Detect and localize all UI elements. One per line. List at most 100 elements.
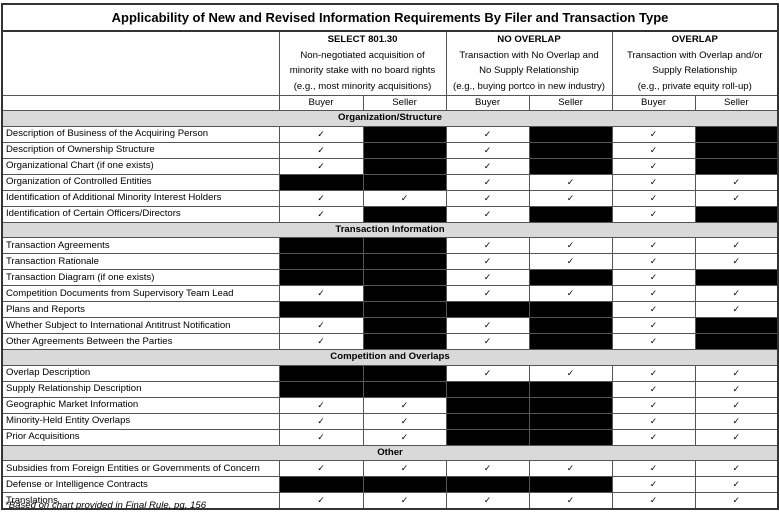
group-heading: NO OVERLAP bbox=[497, 34, 561, 45]
not-applicable-cell bbox=[362, 317, 447, 334]
table-row: Transaction Agreements ✓ ✓ ✓ ✓ bbox=[1, 237, 779, 254]
checkmark-icon: ✓ bbox=[732, 288, 741, 298]
group-desc-line: (e.g., buying portco in new industry) bbox=[453, 80, 605, 92]
not-applicable-cell bbox=[445, 476, 530, 493]
checkmark-icon: ✓ bbox=[317, 495, 325, 505]
table-row: Defense or Intelligence Contracts ✓ ✓ bbox=[1, 476, 779, 493]
requirements-table: Applicability of New and Revised Informa… bbox=[1, 3, 779, 510]
checkmark-icon: ✓ bbox=[317, 463, 325, 473]
checkmark-icon: ✓ bbox=[649, 495, 658, 505]
required-cell: ✓ bbox=[445, 141, 530, 159]
required-cell: ✓ bbox=[445, 285, 530, 302]
checkmark-icon: ✓ bbox=[317, 336, 325, 346]
checkmark-icon: ✓ bbox=[483, 463, 492, 473]
required-cell: ✓ bbox=[611, 476, 696, 493]
not-applicable-cell bbox=[528, 476, 613, 493]
group-desc-line: Non-negotiated acquisition of bbox=[300, 49, 425, 61]
table-row: Description of Business of the Acquiring… bbox=[1, 125, 779, 143]
required-cell: ✓ bbox=[278, 205, 364, 223]
table-row: Minority-Held Entity Overlaps ✓ ✓ ✓ ✓ bbox=[1, 412, 779, 430]
required-cell: ✓ bbox=[528, 492, 613, 510]
not-applicable-cell bbox=[528, 269, 613, 286]
checkmark-icon: ✓ bbox=[649, 431, 658, 442]
subheader-buyer: Buyer bbox=[611, 95, 696, 111]
required-cell: ✓ bbox=[694, 364, 779, 382]
not-applicable-cell bbox=[694, 333, 779, 350]
requirement-label: Subsidies from Foreign Entities or Gover… bbox=[1, 460, 280, 477]
group-desc-line: No Supply Relationship bbox=[479, 65, 579, 76]
required-cell: ✓ bbox=[528, 237, 613, 254]
required-cell: ✓ bbox=[611, 189, 696, 207]
required-cell: ✓ bbox=[611, 333, 696, 350]
required-cell: ✓ bbox=[278, 141, 364, 159]
section-row: Competition and Overlaps bbox=[1, 349, 779, 366]
not-applicable-cell bbox=[278, 237, 364, 254]
section-heading: Organization/Structure bbox=[1, 110, 779, 127]
table-row: Translations ✓ ✓ ✓ ✓ ✓ ✓ bbox=[1, 492, 779, 510]
checkmark-icon: ✓ bbox=[400, 192, 409, 203]
not-applicable-cell bbox=[445, 428, 530, 446]
not-applicable-cell bbox=[362, 269, 447, 286]
required-cell: ✓ bbox=[278, 285, 364, 302]
checkmark-icon: ✓ bbox=[649, 256, 658, 266]
requirement-label: Plans and Reports bbox=[1, 301, 280, 318]
required-cell: ✓ bbox=[694, 173, 779, 191]
not-applicable-cell bbox=[278, 269, 364, 286]
subheader-seller: Seller bbox=[694, 95, 779, 111]
requirement-label: Geographic Market Information bbox=[1, 396, 280, 414]
table-row: Organization of Controlled Entities ✓ ✓ ✓ ✓ bbox=[1, 173, 779, 191]
required-cell: ✓ bbox=[445, 189, 530, 207]
not-applicable-cell bbox=[694, 269, 779, 286]
not-applicable-cell bbox=[278, 476, 364, 493]
required-cell: ✓ bbox=[278, 317, 364, 334]
checkmark-icon: ✓ bbox=[649, 176, 658, 187]
subheader-seller: Seller bbox=[528, 95, 613, 111]
table-row: Subsidies from Foreign Entities or Gover… bbox=[1, 460, 779, 477]
table-row: Prior Acquisitions ✓ ✓ ✓ ✓ bbox=[1, 428, 779, 446]
checkmark-icon: ✓ bbox=[483, 208, 492, 219]
required-cell: ✓ bbox=[278, 460, 364, 477]
checkmark-icon: ✓ bbox=[649, 160, 658, 171]
not-applicable-cell bbox=[694, 125, 779, 143]
group-desc-line: Transaction with No Overlap and bbox=[459, 49, 599, 61]
required-cell: ✓ bbox=[528, 285, 613, 302]
checkmark-icon: ✓ bbox=[649, 192, 658, 203]
required-cell: ✓ bbox=[694, 492, 779, 510]
required-cell: ✓ bbox=[362, 460, 447, 477]
required-cell: ✓ bbox=[445, 253, 530, 270]
corner-cell bbox=[1, 30, 280, 96]
table-row: Transaction Diagram (if one exists) ✓ ✓ bbox=[1, 269, 779, 286]
not-applicable-cell bbox=[278, 301, 364, 318]
required-cell: ✓ bbox=[362, 396, 447, 414]
required-cell: ✓ bbox=[694, 285, 779, 302]
not-applicable-cell bbox=[362, 253, 447, 270]
table-row: Transaction Rationale ✓ ✓ ✓ ✓ bbox=[1, 253, 779, 270]
required-cell: ✓ bbox=[694, 396, 779, 414]
required-cell: ✓ bbox=[611, 428, 696, 446]
required-cell: ✓ bbox=[278, 189, 364, 207]
required-cell: ✓ bbox=[445, 460, 530, 477]
requirement-label: Supply Relationship Description bbox=[1, 380, 280, 398]
checkmark-icon: ✓ bbox=[649, 320, 658, 330]
not-applicable-cell bbox=[362, 301, 447, 318]
requirement-label: Organizational Chart (if one exists) bbox=[1, 157, 280, 175]
checkmark-icon: ✓ bbox=[317, 128, 325, 139]
checkmark-icon: ✓ bbox=[317, 320, 325, 330]
requirement-label: Identification of Additional Minority In… bbox=[1, 189, 280, 207]
not-applicable-cell bbox=[528, 380, 613, 398]
required-cell: ✓ bbox=[362, 412, 447, 430]
required-cell: ✓ bbox=[694, 476, 779, 493]
required-cell: ✓ bbox=[445, 269, 530, 286]
not-applicable-cell bbox=[445, 396, 530, 414]
checkmark-icon: ✓ bbox=[483, 495, 492, 505]
checkmark-icon: ✓ bbox=[732, 240, 741, 250]
not-applicable-cell bbox=[362, 125, 447, 143]
checkmark-icon: ✓ bbox=[566, 367, 575, 378]
checkmark-icon: ✓ bbox=[649, 399, 658, 410]
checkmark-icon: ✓ bbox=[400, 463, 409, 473]
section-heading: Transaction Information bbox=[1, 221, 779, 238]
requirement-label: Whether Subject to International Antitru… bbox=[1, 317, 280, 334]
requirement-label: Description of Business of the Acquiring… bbox=[1, 125, 280, 143]
required-cell: ✓ bbox=[611, 205, 696, 223]
checkmark-icon: ✓ bbox=[649, 272, 658, 282]
